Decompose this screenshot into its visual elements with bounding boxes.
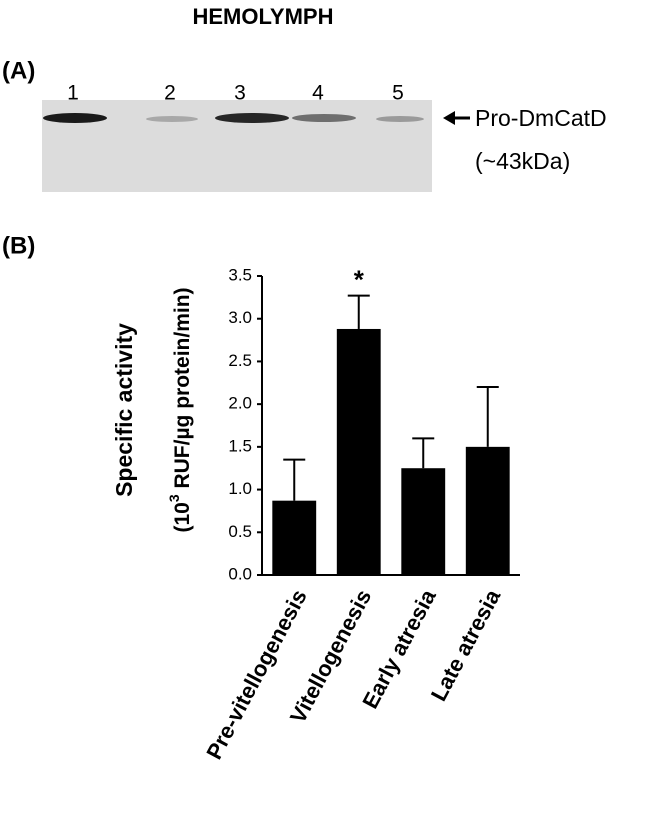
blot-band — [146, 116, 198, 122]
lane-label: 5 — [392, 82, 404, 105]
y-tick-label: 1.0 — [228, 479, 252, 498]
bar — [465, 446, 510, 575]
unit-superscript: 3 — [166, 494, 182, 502]
lane-label: 2 — [164, 82, 176, 105]
y-axis-label: Specific activity — [111, 323, 137, 497]
blot-band — [43, 113, 107, 123]
bar — [272, 500, 317, 575]
lane-label: 1 — [67, 82, 79, 105]
figure-title: HEMOLYMPH — [193, 4, 334, 29]
lane-label: 4 — [312, 82, 324, 105]
lane-label: 3 — [234, 82, 246, 105]
panel-label: (A) — [2, 57, 35, 84]
y-tick-label: 3.0 — [228, 308, 252, 327]
y-tick-label: 0.5 — [228, 522, 252, 541]
y-axis-unit: (103 RUF/µg protein/min) — [166, 287, 194, 532]
x-tick-label: Pre-vitellogenesis — [201, 585, 311, 763]
arrow-head — [443, 111, 455, 125]
significance-marker: * — [354, 265, 365, 295]
y-tick-label: 1.5 — [228, 436, 252, 455]
blot-band — [215, 113, 289, 123]
lane-labels: 1 2 3 4 5 — [67, 82, 404, 105]
unit-prefix: (10 — [171, 502, 194, 532]
bar — [401, 468, 446, 575]
band-label: Pro-DmCatD — [475, 105, 607, 131]
bar — [336, 328, 381, 575]
panel-label: (B) — [2, 232, 35, 259]
blot-band — [292, 114, 356, 122]
y-tick-label: 3.5 — [228, 265, 252, 284]
band-size: (~43kDa) — [475, 148, 570, 174]
blot-band — [376, 116, 424, 122]
y-tick-label: 0.0 — [228, 564, 252, 583]
y-tick-label: 2.5 — [228, 351, 252, 370]
y-tick-label: 2.0 — [228, 394, 252, 413]
unit-suffix: RUF/µg protein/min) — [171, 287, 194, 494]
